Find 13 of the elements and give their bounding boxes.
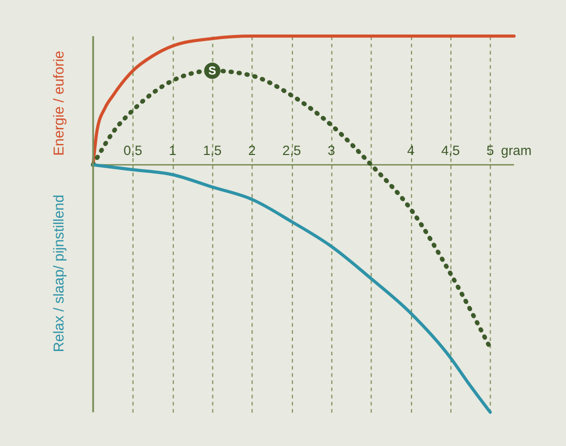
- x-tick-label: 2,5: [282, 142, 302, 158]
- text: Relax / slaap/ pijnstillend: [52, 194, 68, 352]
- text: Energie / euforie: [52, 50, 68, 156]
- x-tick-label: 4: [407, 142, 416, 158]
- x-tick-label: 1: [168, 142, 176, 158]
- annotation: S: [208, 64, 216, 78]
- x-tick-label: 3: [328, 142, 336, 158]
- x-tick-label: 2: [248, 142, 256, 158]
- x-tick-label: 1,5: [202, 142, 222, 158]
- x-tick-label: 0,5: [124, 142, 142, 158]
- x-axis-title: gram: [500, 142, 532, 158]
- x-tick-label: 4,5: [441, 142, 460, 158]
- x-tick-label: 5: [486, 142, 494, 158]
